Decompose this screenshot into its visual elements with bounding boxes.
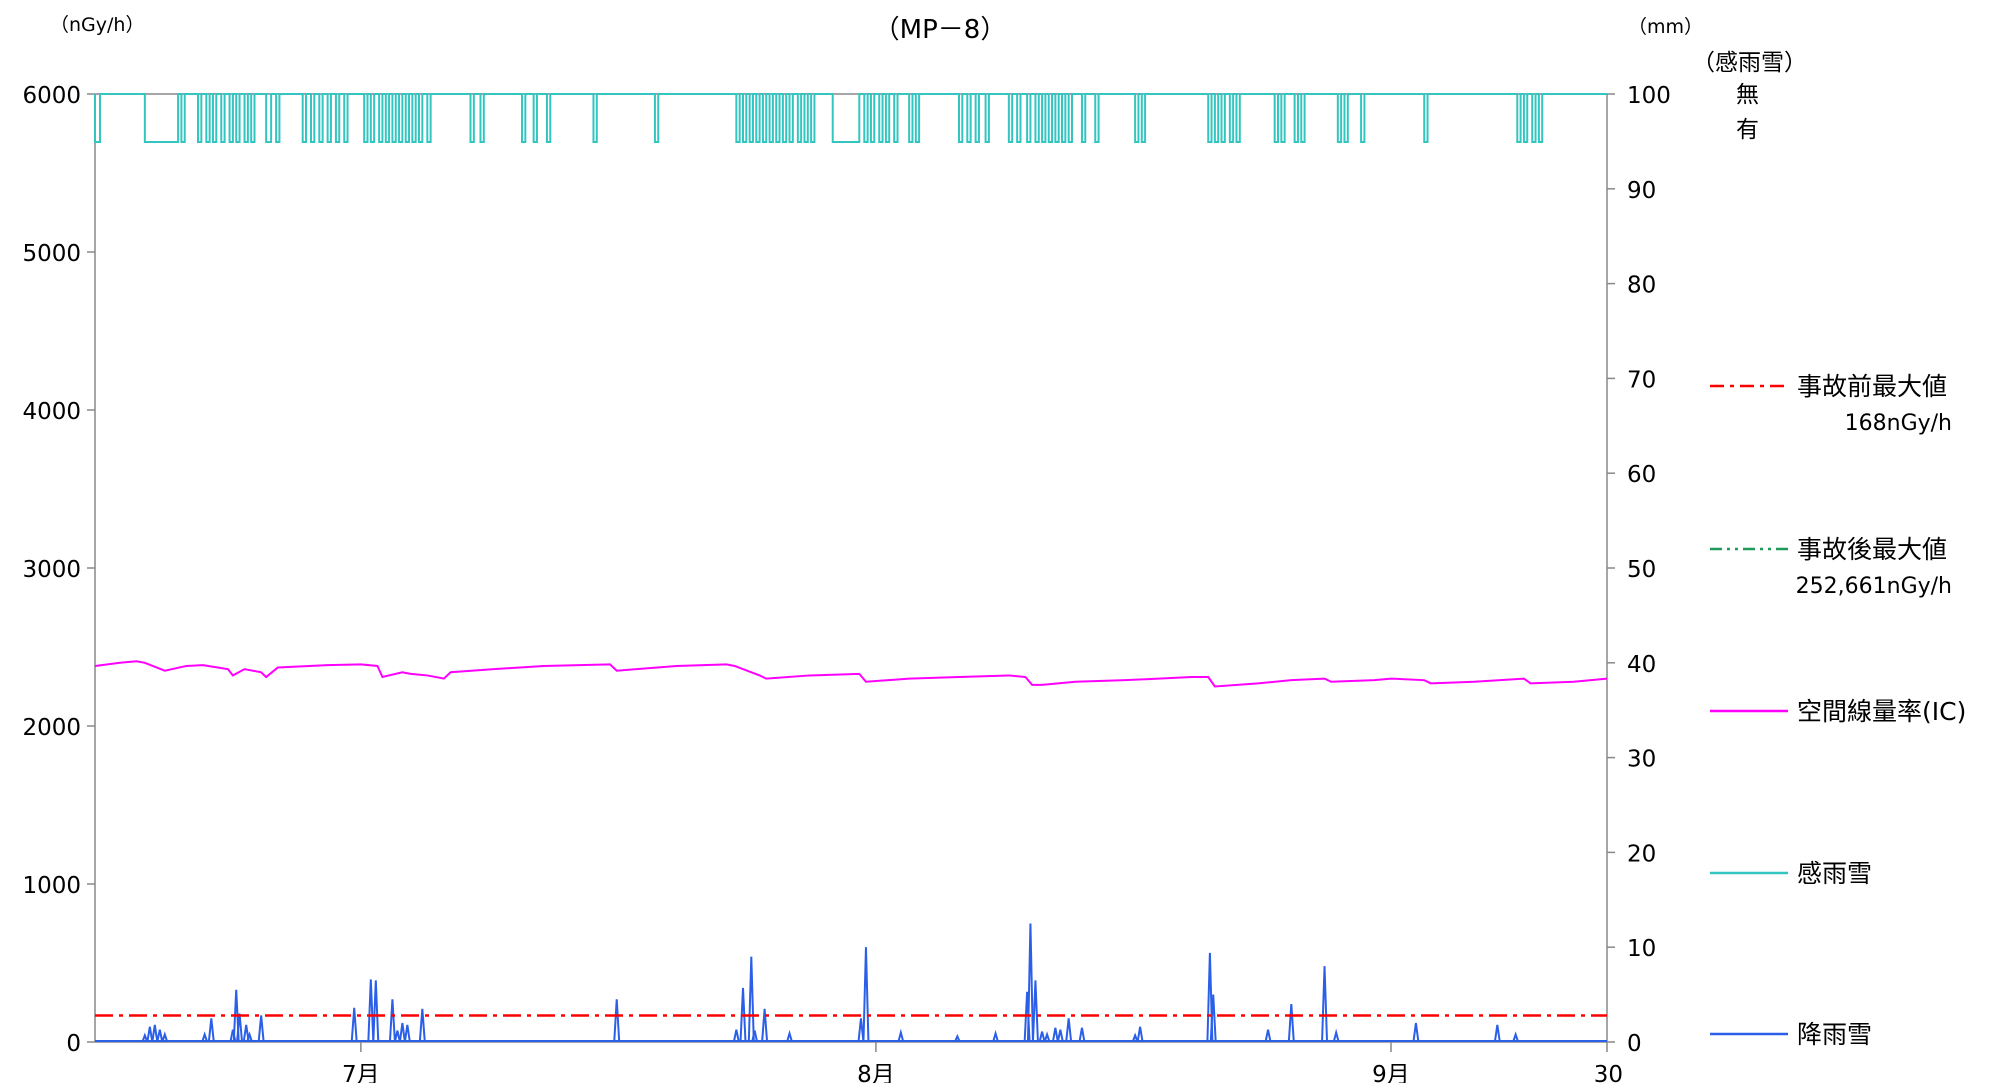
legend-label: 空間線量率(IC) [1797, 697, 1966, 726]
precipitation-spike [146, 1026, 154, 1043]
x-tick-label: 9月 [1372, 1062, 1410, 1083]
y-left-ticks: 0 1000 2000 3000 4000 5000 6000 [22, 83, 95, 1057]
precipitation-spike [156, 1029, 164, 1043]
y-right-tick-label: 100 [1627, 83, 1671, 109]
precipitation-spike [1136, 1026, 1144, 1043]
y-right-unit-label: （mm） [1628, 16, 1703, 38]
precipitation-spike [1412, 1022, 1420, 1043]
y-right-ticks: 0 10 20 30 40 50 60 70 80 90 100 [1607, 83, 1671, 1057]
precipitation-spike [1051, 1027, 1059, 1043]
precipitation-spike [1264, 1029, 1272, 1043]
x-tick-label: 30 [1594, 1062, 1623, 1083]
precipitation-spike [1078, 1027, 1086, 1043]
chart-title: （MP－8） [874, 15, 1007, 45]
precipitation-spike [350, 1007, 358, 1043]
precipitation-spike [207, 1018, 215, 1043]
precipitation-spike [1026, 923, 1034, 1043]
legend-item: 降雨雪 [1710, 1020, 1872, 1049]
precipitation-spike [1131, 1032, 1139, 1043]
series-precipitation [95, 923, 1607, 1043]
precipitation-spike [398, 1022, 406, 1043]
y-left-tick-label: 2000 [22, 715, 81, 741]
legend-label: 事故前最大値 [1797, 372, 1947, 401]
precipitation-spike [1287, 1004, 1295, 1043]
precipitation-spike [613, 999, 621, 1043]
legend: 事故前最大値 168nGy/h 事故後最大値 252,661nGy/h 空間線量率(IC… [1710, 372, 1966, 1049]
precipitation-spike [1209, 994, 1217, 1043]
y-left-unit-label: （nGy/h） [50, 14, 144, 36]
precipitation-spike [747, 956, 755, 1043]
precipitation-spike [1031, 980, 1039, 1043]
precipitation-spike [367, 979, 375, 1043]
precipitation-spike [1043, 1031, 1051, 1043]
y-right-tick-label: 70 [1627, 367, 1656, 393]
dose-rate-line [94, 660, 1608, 688]
series-rain-sensor [94, 93, 1607, 143]
y-left-tick-label: 3000 [22, 557, 81, 583]
precipitation-spike [393, 1030, 401, 1043]
precipitation-spike [751, 1030, 759, 1043]
precipitation-spike [257, 1015, 265, 1043]
rain-sensor-axis-title: （感雨雪） [1692, 50, 1807, 76]
y-left-tick-label: 1000 [22, 873, 81, 899]
legend-item: 事故後最大値 252,661nGy/h [1710, 535, 1952, 599]
precipitation-spike [201, 1031, 209, 1043]
y-left-tick-label: 4000 [22, 399, 81, 425]
precipitation-spike [246, 1031, 253, 1043]
precipitation-spike [992, 1029, 1000, 1043]
precipitation-spike [857, 1018, 865, 1043]
precipitation-spike [388, 999, 396, 1043]
y-right-tick-label: 10 [1627, 936, 1656, 962]
precipitation-spike [1038, 1031, 1046, 1043]
precipitation-spike [418, 1008, 426, 1043]
precipitation-spike [1332, 1028, 1340, 1043]
precipitation-spike [739, 987, 747, 1043]
legend-sublabel: 168nGy/h [1845, 411, 1952, 436]
precipitation-spike [1065, 1018, 1073, 1043]
y-left-tick-label: 6000 [22, 83, 81, 109]
y-right-tick-label: 60 [1627, 462, 1656, 488]
rain-sensor-line [94, 93, 1607, 143]
legend-item: 事故前最大値 168nGy/h [1710, 372, 1952, 436]
precipitation-spike [761, 1008, 769, 1043]
precipitation-spike [732, 1029, 740, 1043]
y-left-tick-label: 5000 [22, 241, 81, 267]
precipitation-spike [1493, 1024, 1501, 1043]
x-tick-label: 7月 [342, 1062, 380, 1083]
y-right-tick-label: 20 [1627, 841, 1656, 867]
precipitation-spike [862, 947, 870, 1043]
precipitation-spike [1512, 1031, 1520, 1043]
y-right-tick-label: 80 [1627, 273, 1656, 299]
precipitation-spike [161, 1031, 169, 1043]
y-left-tick-label: 0 [66, 1031, 81, 1057]
precipitation-spike [1056, 1029, 1064, 1043]
rain-sensor-level-present: 有 [1736, 117, 1759, 143]
precipitation-spike [953, 1033, 961, 1043]
y-right-tick-label: 90 [1627, 178, 1656, 204]
y-right-tick-label: 50 [1627, 557, 1656, 583]
legend-label: 感雨雪 [1797, 859, 1872, 888]
legend-item: 感雨雪 [1710, 859, 1872, 888]
y-right-tick-label: 0 [1627, 1031, 1642, 1057]
legend-item: 空間線量率(IC) [1710, 697, 1966, 726]
rain-sensor-level-none: 無 [1736, 82, 1759, 108]
legend-label: 降雨雪 [1797, 1020, 1872, 1049]
legend-sublabel: 252,661nGy/h [1796, 574, 1952, 599]
precipitation-spike [372, 980, 380, 1043]
x-tick-label: 8月 [857, 1062, 895, 1083]
precipitation-spike [1321, 966, 1329, 1043]
precipitation-spike [236, 1013, 244, 1043]
y-right-tick-label: 30 [1627, 747, 1656, 773]
series-dose-rate [94, 660, 1608, 688]
axes [94, 93, 1608, 1043]
y-right-tick-label: 40 [1627, 652, 1656, 678]
x-ticks: 7月 8月 9月 30 [342, 1042, 1623, 1083]
precipitation-spike [786, 1029, 793, 1043]
precipitation-spike [151, 1024, 159, 1043]
precipitation-spike [141, 1032, 149, 1043]
precipitation-spike [403, 1024, 411, 1043]
legend-label: 事故後最大値 [1797, 535, 1947, 564]
precipitation-spike [897, 1028, 905, 1043]
